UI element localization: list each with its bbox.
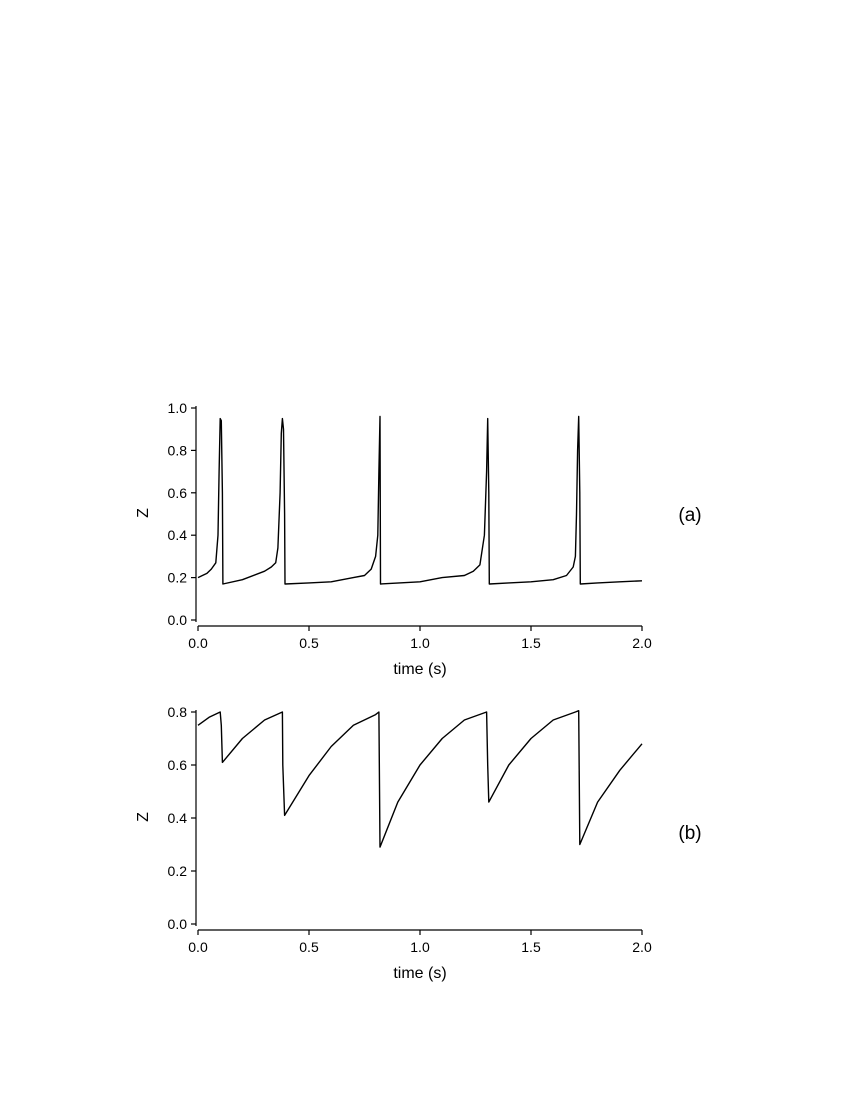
y-tick-label-a: 1.0 — [168, 400, 188, 416]
y-axis-title-a: Z — [135, 508, 152, 518]
x-tick-label-b: 2.0 — [632, 939, 652, 955]
x-tick-label-a: 2.0 — [632, 635, 652, 651]
y-tick-label-a: 0.4 — [168, 527, 188, 543]
y-axis-title-b: Z — [135, 812, 152, 822]
x-tick-label-b: 1.5 — [521, 939, 541, 955]
y-tick-label-a: 0.2 — [168, 570, 188, 586]
panel-label-a: (a) — [678, 505, 701, 526]
x-axis-title-b: time (s) — [393, 965, 446, 982]
y-tick-label-b: 0.4 — [168, 810, 188, 826]
chart-panel-b: (b) time (s) Z 0.0 0.2 0.4 0.6 0.8 0.0 0.5 1.0 1… — [135, 704, 702, 982]
x-tick-label-b: 1.0 — [410, 939, 430, 955]
y-tick-label-b: 0.6 — [168, 757, 188, 773]
panel-label-b: (b) — [678, 823, 701, 844]
x-axis-title-a: time (s) — [393, 661, 446, 678]
y-tick-label-a: 0.0 — [168, 612, 188, 628]
series-line-b — [197, 710, 643, 848]
x-tick-label-b: 0.5 — [299, 939, 319, 955]
series-line-a — [197, 415, 643, 585]
x-tick-label-a: 1.5 — [521, 635, 541, 651]
y-tick-label-b: 0.8 — [168, 704, 188, 720]
chart-panel-a: (a) time (s) Z 0.0 0.2 0.4 0.6 0.8 1.0 0.0 0.5 1… — [135, 400, 702, 678]
x-tick-label-a: 0.5 — [299, 635, 319, 651]
y-tick-label-b: 0.0 — [168, 916, 188, 932]
x-tick-label-a: 1.0 — [410, 635, 430, 651]
x-tick-label-a: 0.0 — [188, 635, 208, 651]
y-tick-label-a: 0.6 — [168, 485, 188, 501]
y-tick-label-a: 0.8 — [168, 442, 188, 458]
y-tick-label-b: 0.2 — [168, 863, 188, 879]
x-tick-label-b: 0.0 — [188, 939, 208, 955]
